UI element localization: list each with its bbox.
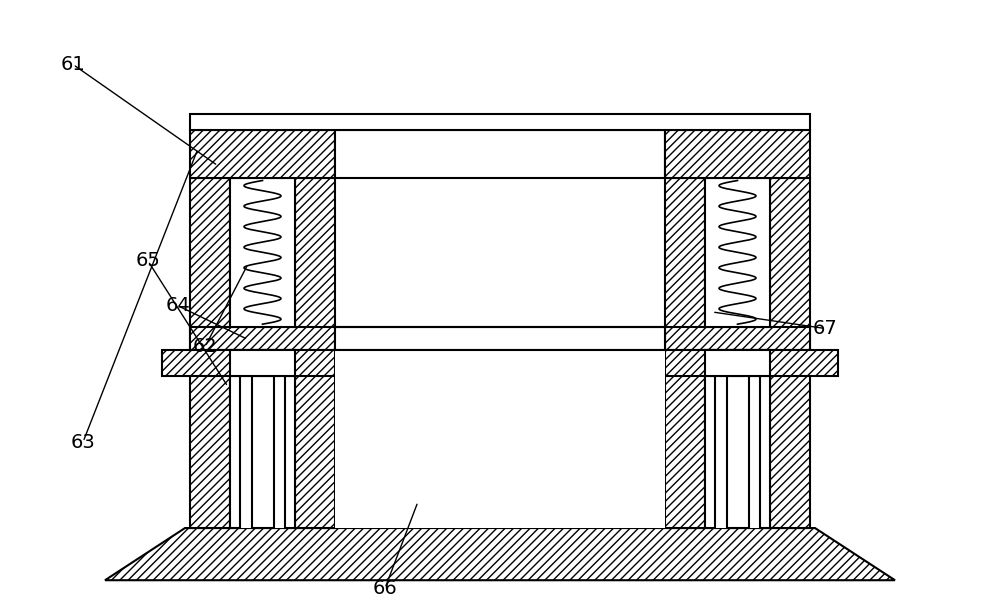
Text: 61: 61 bbox=[61, 55, 85, 74]
Bar bbox=[665, 178, 705, 528]
Bar bbox=[230, 350, 295, 376]
Text: 62: 62 bbox=[193, 338, 217, 356]
Bar bbox=[705, 350, 770, 528]
Bar bbox=[760, 350, 770, 528]
Bar bbox=[726, 350, 748, 528]
Bar bbox=[770, 178, 810, 528]
Bar bbox=[335, 350, 665, 528]
Bar bbox=[665, 350, 838, 376]
Bar bbox=[665, 327, 810, 350]
Bar bbox=[252, 350, 274, 528]
Bar bbox=[705, 350, 715, 528]
Polygon shape bbox=[105, 528, 895, 580]
Bar bbox=[705, 350, 770, 376]
Bar bbox=[230, 178, 295, 327]
Bar bbox=[190, 327, 335, 350]
Bar bbox=[230, 350, 240, 528]
Bar bbox=[190, 114, 810, 130]
Bar bbox=[665, 130, 810, 178]
Bar bbox=[335, 130, 665, 178]
Text: 66: 66 bbox=[373, 579, 397, 597]
Bar bbox=[190, 178, 230, 528]
Bar bbox=[335, 327, 665, 350]
Bar bbox=[705, 178, 770, 327]
Text: 67: 67 bbox=[813, 319, 837, 338]
Text: 65: 65 bbox=[136, 252, 160, 270]
Bar bbox=[190, 130, 335, 178]
Text: 63: 63 bbox=[71, 433, 95, 451]
Text: 64: 64 bbox=[166, 297, 190, 315]
Bar bbox=[162, 350, 335, 376]
Bar bbox=[285, 350, 295, 528]
Bar bbox=[230, 350, 295, 528]
Bar bbox=[295, 178, 335, 528]
